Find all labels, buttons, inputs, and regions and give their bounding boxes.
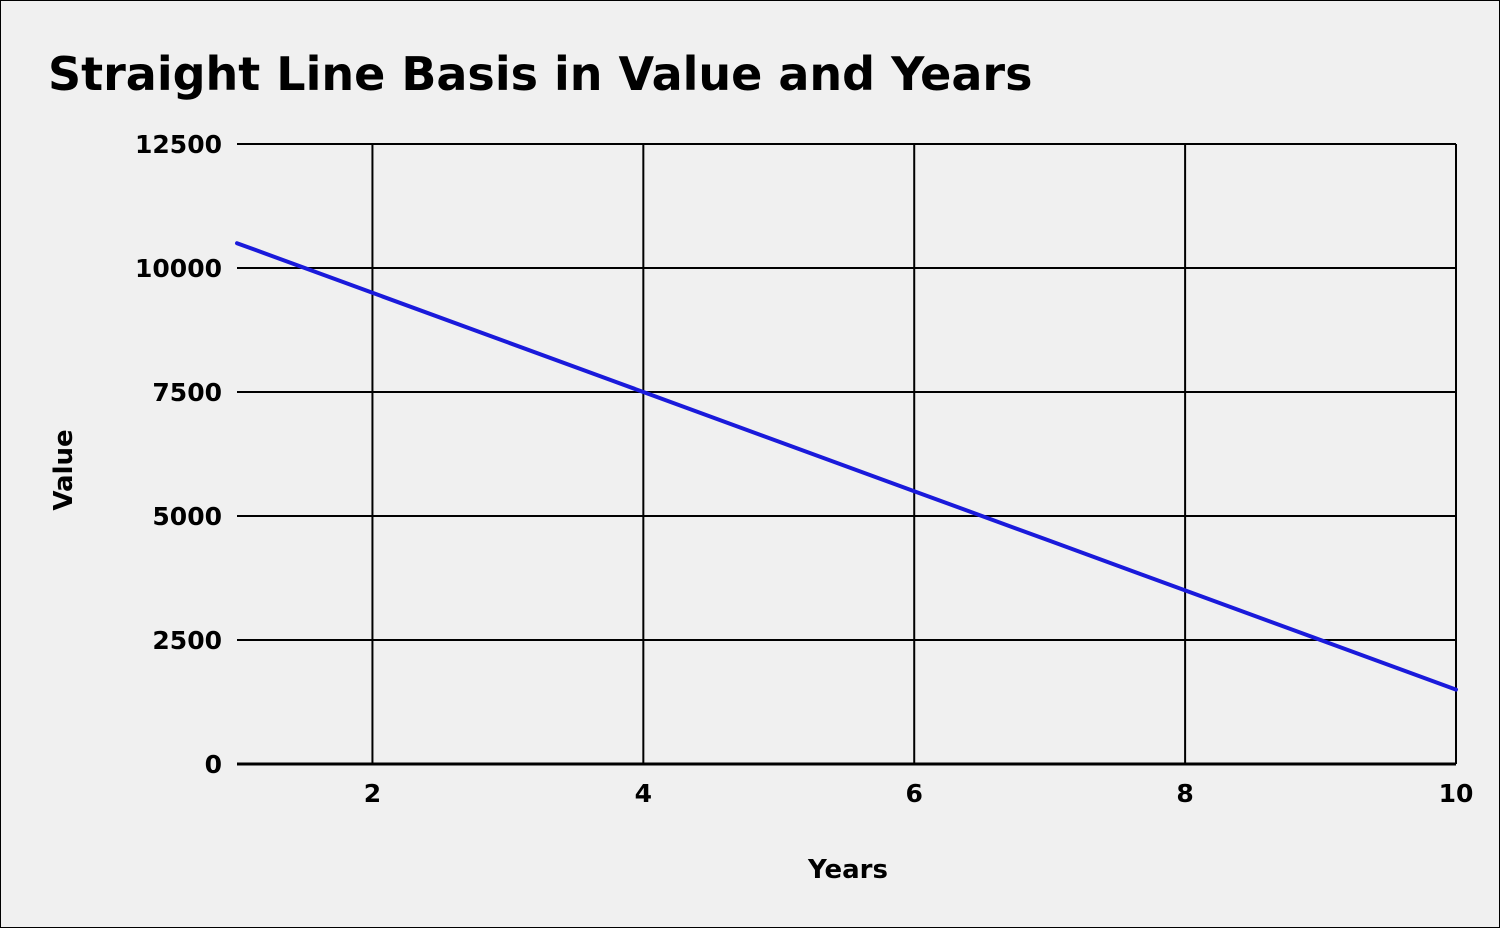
chart-title: Straight Line Basis in Value and Years (48, 47, 1033, 101)
y-axis-ticks: 0 2500 5000 7500 10000 12500 (135, 130, 222, 779)
x-tick-label: 8 (1176, 779, 1193, 808)
x-axis-ticks: 2 4 6 8 10 (364, 779, 1474, 808)
x-axis-label: Years (807, 855, 888, 885)
x-tick-label: 6 (906, 779, 923, 808)
y-tick-label: 5000 (152, 502, 222, 531)
grid (237, 143, 1457, 766)
y-tick-label: 2500 (152, 626, 222, 655)
series-layer (235, 241, 1458, 692)
y-tick-label: 7500 (152, 378, 222, 407)
series-line (235, 241, 1458, 692)
x-tick-label: 4 (635, 779, 652, 808)
y-axis-label: Value (49, 429, 79, 510)
x-tick-label: 10 (1439, 779, 1474, 808)
y-tick-label: 0 (205, 750, 222, 779)
y-tick-label: 12500 (135, 130, 222, 159)
y-tick-label: 10000 (135, 254, 222, 283)
x-tick-label: 2 (364, 779, 381, 808)
